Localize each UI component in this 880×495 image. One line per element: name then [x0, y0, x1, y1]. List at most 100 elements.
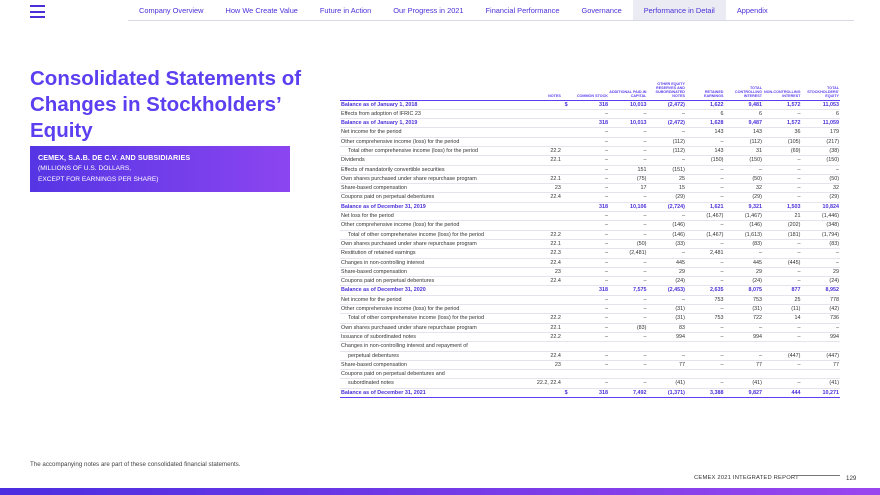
cell-value: 10,106 [608, 201, 648, 213]
cell-value: – [570, 313, 609, 324]
cell-value: 7,575 [608, 285, 648, 296]
row-label: Total of other comprehensive income (los… [340, 230, 532, 240]
cell-value: 10,013 [608, 99, 648, 110]
cell-value: 722 [724, 313, 763, 324]
row-label: Share-based compensation [340, 360, 532, 371]
table-row: Other comprehensive income (loss) for th… [340, 220, 840, 231]
nav-item-company-overview[interactable]: Company Overview [139, 6, 204, 15]
cell-value: – [685, 137, 725, 148]
cell-value: – [685, 192, 725, 203]
row-notes [531, 341, 562, 352]
cell-value: (75) [608, 174, 648, 185]
cell-value: – [762, 192, 802, 203]
cell-value: (31) [647, 313, 686, 324]
cell-value: – [570, 192, 609, 203]
nav-item-our-progress-in-2021[interactable]: Our Progress in 2021 [393, 6, 464, 15]
cell-value: 6 [724, 109, 763, 120]
currency-symbol [561, 239, 571, 250]
table-row: Total other comprehensive income (loss) … [340, 146, 840, 157]
cell-value: – [570, 267, 609, 278]
cell-value: 11,059 [801, 118, 840, 129]
cell-value: (24) [647, 276, 686, 287]
cell-value: (146) [647, 220, 686, 231]
cell-value: 151 [608, 165, 648, 175]
table-row: Net income for the period – – –753 753 25 778 [340, 295, 840, 306]
row-label: Dividends [340, 155, 532, 166]
cell-value: 32 [724, 183, 763, 194]
cell-value: – [762, 276, 802, 287]
row-notes: 22.2, 22.4 [531, 378, 562, 389]
currency-symbol [561, 332, 571, 343]
cell-value: – [685, 239, 725, 250]
nav-item-appendix[interactable]: Appendix [736, 6, 768, 15]
cell-value: 753 [724, 295, 763, 306]
cell-value: – [608, 378, 648, 389]
cell-value: – [762, 174, 802, 185]
table-row: Coupons paid on perpetual debentures 22.4… [340, 276, 840, 287]
cell-value: (33) [647, 239, 686, 250]
cell-value: 9,321 [724, 201, 763, 213]
balance-row: Balance as of December 31, 2019 318 10,106… [340, 201, 840, 213]
nav-item-how-we-create-value[interactable]: How We Create Value [225, 6, 298, 15]
cell-value: – [647, 211, 686, 222]
cell-value: (29) [724, 192, 763, 203]
cell-value: 10,013 [608, 118, 648, 129]
row-notes [531, 127, 562, 138]
row-label: Own shares purchased under share repurch… [340, 323, 532, 333]
nav-item-financial-performance[interactable]: Financial Performance [485, 6, 560, 15]
column-header [562, 70, 571, 100]
cell-value: – [685, 360, 725, 371]
cell-value: (146) [647, 230, 686, 240]
cell-value: – [647, 351, 686, 361]
cell-value: – [801, 165, 840, 175]
cell-value: 6 [801, 109, 840, 120]
table-row: Effects of mandatorily convertible secur… [340, 165, 840, 175]
currency-symbol [561, 267, 571, 278]
cell-value: (1,467) [685, 211, 725, 222]
cell-value: 14 [762, 313, 802, 324]
cell-value: – [570, 378, 609, 389]
row-label: Changes in non-controlling interest [340, 258, 532, 268]
cell-value: – [570, 351, 609, 361]
cell-value: 143 [685, 146, 725, 157]
table-row: Share-based compensation 23– –77–77–77 [340, 360, 840, 371]
nav-item-future-in-action[interactable]: Future in Action [319, 6, 372, 15]
units-line-2: EXCEPT FOR EARNINGS PER SHARE) [38, 175, 159, 183]
cell-value: (1,613) [724, 230, 763, 240]
cell-value: 15 [647, 183, 686, 194]
cell-value: (2,472) [647, 99, 686, 110]
cell-value: – [685, 258, 725, 268]
cell-value: 2,635 [685, 285, 725, 296]
currency-symbol [561, 174, 571, 185]
currency-symbol [561, 230, 571, 240]
row-notes: 23 [531, 360, 562, 371]
cell-value: (348) [801, 220, 840, 231]
cell-value: – [762, 267, 802, 278]
currency-symbol [561, 155, 571, 166]
currency-symbol [561, 369, 571, 380]
currency-symbol [561, 285, 571, 296]
cell-value: – [762, 360, 802, 371]
cell-value: – [570, 276, 609, 287]
currency-symbol [561, 146, 571, 157]
row-notes [531, 304, 562, 315]
cell-value: (1,371) [647, 387, 686, 399]
nav-item-governance[interactable]: Governance [581, 6, 622, 15]
cell-value: (2,724) [647, 201, 686, 213]
cell-value: – [801, 248, 840, 259]
units-line-1: (MILLIONS OF U.S. DOLLARS, [38, 165, 132, 172]
cell-value: – [608, 351, 648, 361]
cell-value: – [570, 304, 609, 315]
row-label: subordinated notes [340, 378, 532, 389]
equity-statement-table: NOTES COMMON STOCK ADDITIONAL PAID-IN CAPI… [340, 70, 840, 399]
table-header-row: NOTES COMMON STOCK ADDITIONAL PAID-IN CAPI… [340, 70, 840, 100]
cell-value: 994 [801, 332, 840, 343]
cell-value: 83 [647, 323, 686, 333]
nav-item-performance-in-detail[interactable]: Performance in Detail [632, 0, 726, 20]
cell-value: 77 [647, 360, 686, 371]
cell-value: 994 [647, 332, 686, 343]
row-label: Issuance of subordinated notes [340, 332, 532, 343]
cell-value: 29 [724, 267, 763, 278]
cell-value: – [762, 323, 802, 333]
menu-icon[interactable] [30, 5, 45, 18]
